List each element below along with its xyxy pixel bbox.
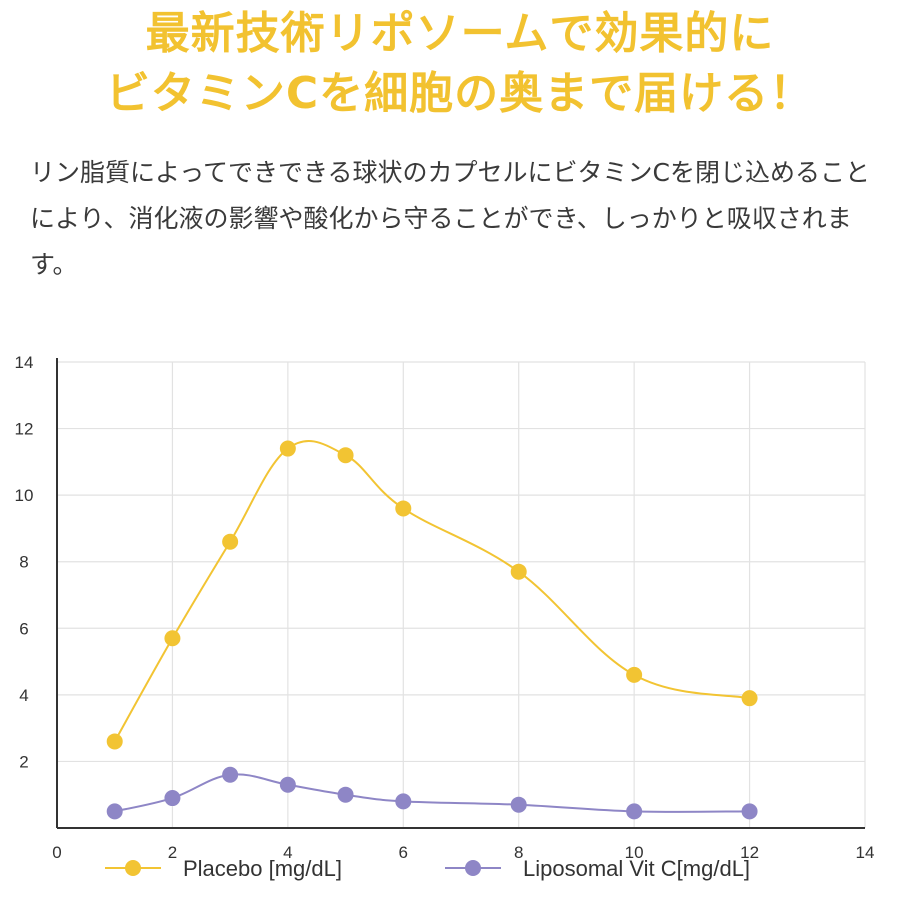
x-tick-label: 0	[52, 843, 61, 862]
headline-line-2: ビタミンCを細胞の奥まで届ける！	[105, 68, 815, 119]
data-point	[279, 440, 296, 457]
y-tick-label: 14	[15, 353, 34, 372]
data-point	[510, 563, 527, 580]
y-tick-label: 12	[15, 420, 34, 439]
data-point	[337, 447, 354, 464]
x-tick-label: 14	[856, 843, 875, 862]
series	[106, 439, 758, 820]
y-tick-label: 2	[19, 752, 28, 771]
data-point	[510, 796, 527, 813]
data-point	[741, 690, 758, 707]
axes: 0 2 4 6 8 10 12 14 2 4 6 8 10 12 14	[15, 353, 875, 862]
data-point	[279, 776, 296, 793]
data-point	[626, 803, 643, 820]
y-tick-label: 4	[19, 686, 28, 705]
data-point	[106, 803, 123, 820]
data-point	[164, 630, 181, 647]
x-tick-label: 4	[283, 843, 292, 862]
grid	[57, 361, 866, 828]
legend: Placebo [mg/dL] Liposomal Vit C[mg/dL]	[105, 856, 750, 881]
data-point	[395, 500, 412, 517]
data-point	[222, 533, 239, 550]
y-tick-label: 6	[19, 619, 28, 638]
headline: 最新技術リポソームで効果的に ビタミンCを細胞の奥まで届ける！	[0, 4, 920, 124]
headline-line-1: 最新技術リポソームで効果的に	[145, 8, 775, 59]
data-point	[741, 803, 758, 820]
description-text: リン脂質によってできできる球状のカプセルにビタミンCを閉じ込めることにより、消化…	[30, 158, 870, 279]
data-point	[395, 793, 412, 810]
line-chart: 0 2 4 6 8 10 12 14 2 4 6 8 10 12 14 Placebo [mg/dL] Lip…	[15, 353, 875, 881]
series-line-0	[113, 439, 750, 742]
x-tick-label: 6	[399, 843, 408, 862]
legend-label-0: Placebo [mg/dL]	[183, 856, 342, 881]
x-tick-label: 10	[625, 843, 644, 862]
data-point	[106, 733, 123, 750]
x-tick-label: 2	[168, 843, 177, 862]
data-point	[337, 786, 354, 803]
data-point	[164, 790, 181, 807]
legend-label-1: Liposomal Vit C[mg/dL]	[523, 856, 750, 881]
y-tick-label: 8	[19, 553, 28, 572]
data-point	[222, 766, 239, 783]
legend-marker-1	[465, 860, 481, 876]
x-tick-label: 12	[740, 843, 759, 862]
y-tick-label: 10	[15, 486, 34, 505]
legend-marker-0	[125, 860, 141, 876]
data-point	[626, 666, 643, 683]
series-line-1	[114, 773, 750, 813]
x-tick-label: 8	[514, 843, 523, 862]
